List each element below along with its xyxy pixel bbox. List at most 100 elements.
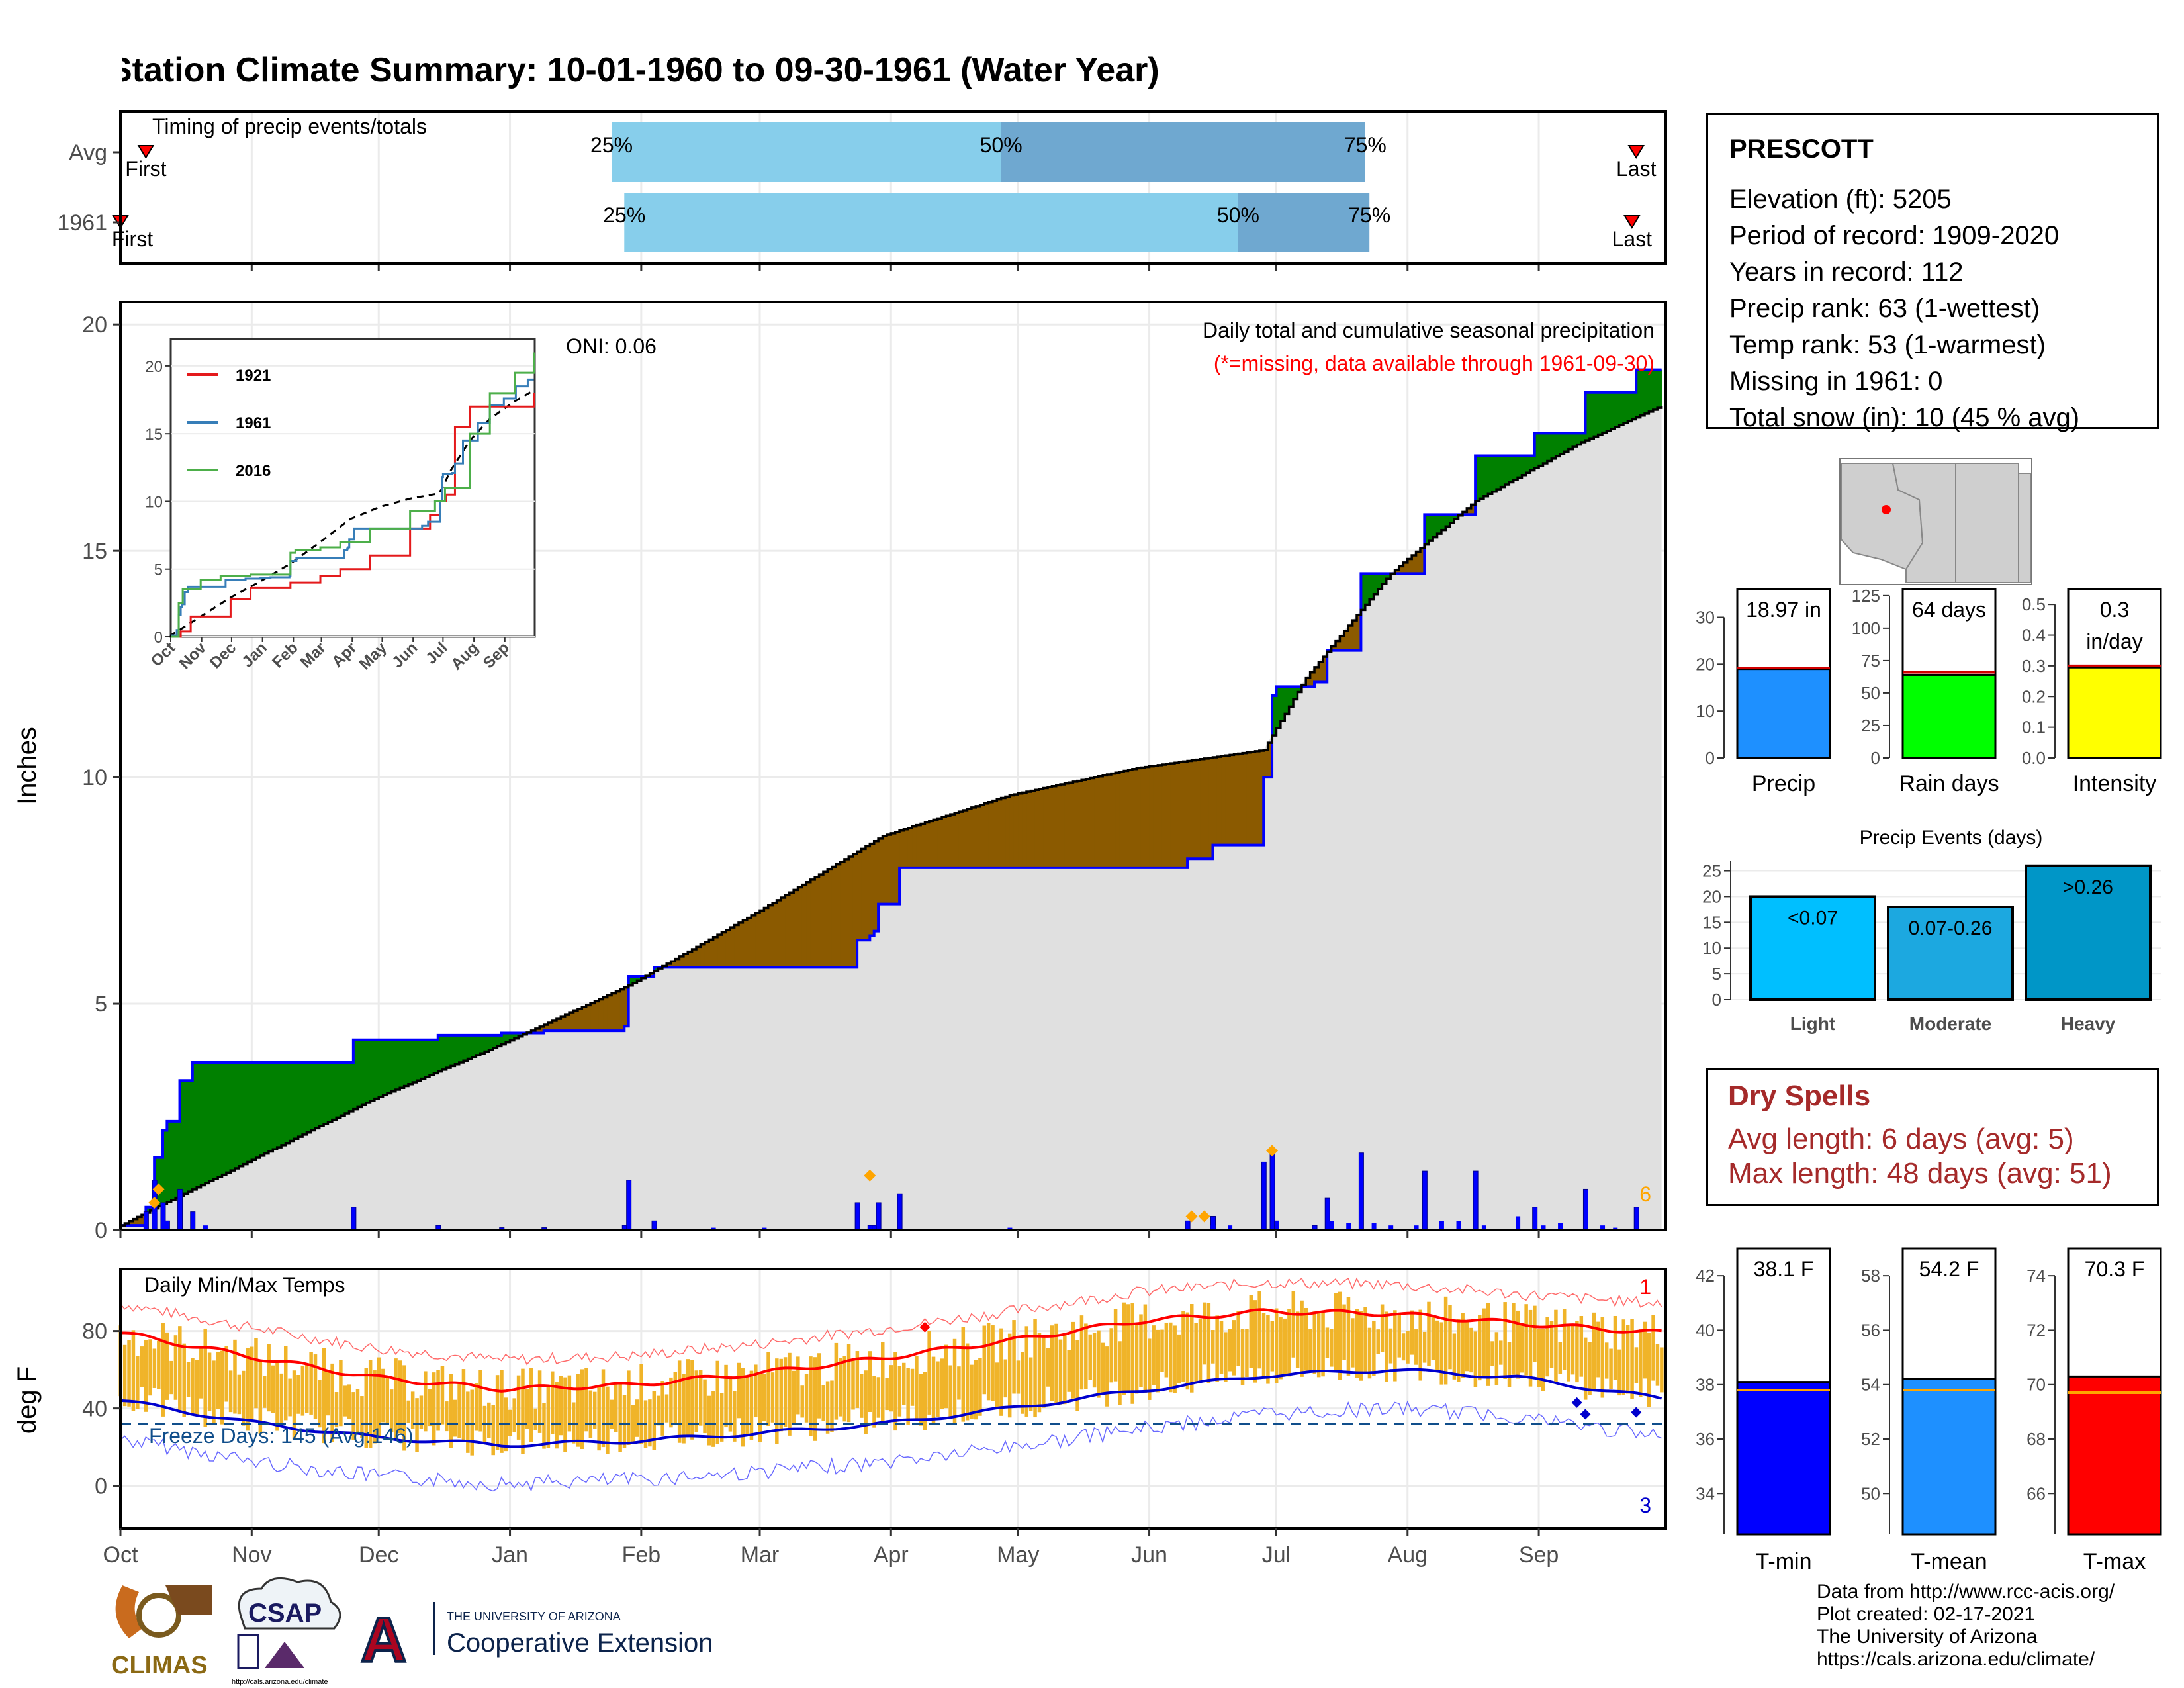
daily-temp-bar <box>288 1378 292 1417</box>
daily-temp-bar <box>1249 1295 1253 1368</box>
daily-temp-bar <box>1185 1312 1190 1390</box>
daily-temp-bar <box>559 1376 563 1436</box>
daily-temp-bar <box>944 1344 948 1409</box>
below-normal-fill <box>861 849 866 941</box>
below-normal-fill <box>925 822 930 868</box>
daily-precip-bar <box>1456 1221 1461 1230</box>
daily-temp-bar <box>263 1376 267 1408</box>
station-precip-rank: Precip rank: 63 (1-wettest) <box>1729 294 2040 323</box>
daily-temp-bar <box>161 1323 165 1417</box>
below-normal-fill <box>1398 566 1404 574</box>
daily-temp-bar <box>1113 1309 1118 1382</box>
dry-spells-max: Max length: 48 days (avg: 51) <box>1728 1157 2112 1190</box>
daily-temp-bar <box>749 1370 754 1440</box>
daily-temp-bar <box>521 1368 525 1454</box>
events-tick-label: 25 <box>1702 861 1721 881</box>
daily-temp-bar <box>1639 1329 1643 1397</box>
summary-bar-tick-label: 38 <box>1696 1375 1715 1395</box>
summary-bar-tick-label: 0.0 <box>2022 748 2046 768</box>
daily-temp-bar <box>537 1370 542 1433</box>
daily-temp-bar <box>1088 1334 1092 1380</box>
above-normal-fill <box>167 1121 172 1203</box>
first-label: First <box>112 227 153 251</box>
above-normal-fill <box>209 1062 214 1182</box>
daily-temp-bar <box>1291 1291 1296 1358</box>
above-normal-fill <box>1602 392 1608 433</box>
daily-temp-bar <box>834 1342 839 1420</box>
above-normal-fill <box>1589 392 1594 439</box>
daily-temp-bar <box>339 1360 343 1427</box>
daily-temp-bar <box>970 1364 974 1419</box>
daily-temp-bar <box>542 1403 546 1449</box>
daily-temp-bar <box>309 1352 313 1415</box>
daily-precip-bar <box>651 1220 657 1231</box>
daily-temp-bar <box>1021 1352 1024 1414</box>
daily-temp-bar <box>576 1374 580 1447</box>
precip-ylabel: Inches <box>13 727 42 805</box>
month-label: Feb <box>622 1542 661 1568</box>
record-precip-marker <box>152 1183 165 1196</box>
last-marker <box>1627 145 1645 159</box>
summary-bar-tick-label: 56 <box>1861 1320 1880 1340</box>
summary-bar-tick-label: 68 <box>2026 1429 2046 1449</box>
summary-bar-value-label: 70.3 F <box>2085 1257 2145 1281</box>
daily-temp-bar <box>893 1352 897 1431</box>
daily-temp-bar <box>733 1391 737 1442</box>
below-normal-fill <box>603 997 608 1031</box>
daily-temp-bar <box>275 1362 279 1431</box>
above-normal-fill <box>374 1039 379 1099</box>
above-normal-fill <box>455 1035 460 1064</box>
inset-ytick-label: 5 <box>154 561 163 579</box>
daily-temp-bar <box>122 1344 127 1407</box>
summary-bar-value <box>2067 666 2162 759</box>
above-normal-fill <box>213 1062 218 1179</box>
above-normal-fill <box>1560 433 1565 454</box>
below-normal-fill <box>730 927 735 968</box>
above-normal-fill <box>289 1062 295 1141</box>
above-normal-fill <box>404 1039 409 1086</box>
daily-precip-bar <box>1346 1223 1351 1230</box>
inset-ytick-label: 0 <box>154 629 163 647</box>
daily-temp-bar <box>957 1366 961 1400</box>
above-normal-fill <box>416 1039 422 1081</box>
events-category-label: Heavy <box>2061 1013 2116 1034</box>
above-normal-fill <box>506 1033 511 1043</box>
daily-temp-bar <box>1148 1338 1152 1400</box>
below-normal-fill <box>819 874 824 968</box>
daily-temp-bar <box>1520 1323 1524 1373</box>
temp-frame <box>119 1268 1667 1530</box>
summary-bar-tick-label: 0 <box>1871 748 1880 768</box>
daily-temp-bar <box>304 1363 309 1413</box>
daily-temp-bar <box>1651 1315 1655 1381</box>
below-normal-fill <box>1166 764 1171 868</box>
above-normal-fill <box>459 1035 464 1062</box>
below-normal-fill <box>1306 677 1311 687</box>
below-normal-fill <box>789 892 794 968</box>
daily-temp-bar <box>1079 1315 1084 1390</box>
above-normal-fill <box>1449 514 1455 523</box>
below-normal-fill <box>1208 757 1214 859</box>
daily-temp-bar <box>804 1374 809 1423</box>
below-normal-fill <box>1352 620 1357 651</box>
below-normal-fill <box>1238 753 1243 845</box>
above-normal-fill <box>264 1062 269 1154</box>
below-normal-fill <box>1103 775 1108 868</box>
above-normal-fill <box>192 1062 197 1190</box>
above-normal-fill <box>1568 433 1573 449</box>
daily-temp-bar <box>432 1372 436 1446</box>
below-normal-fill <box>840 861 845 968</box>
daily-temp-bar <box>610 1399 614 1429</box>
above-normal-fill <box>277 1062 282 1148</box>
daily-temp-bar <box>1570 1325 1575 1375</box>
above-normal-fill <box>247 1062 252 1162</box>
record-precip-marker <box>1266 1145 1279 1157</box>
month-label: Jun <box>1131 1542 1167 1568</box>
daily-temp-bar <box>157 1340 161 1389</box>
daily-temp-bar <box>728 1376 733 1432</box>
above-normal-fill <box>357 1039 363 1107</box>
above-normal-fill <box>239 1062 244 1166</box>
above-normal-fill <box>1428 514 1433 541</box>
daily-temp-bar <box>622 1395 627 1448</box>
summary-bar-tick-label: 34 <box>1696 1483 1715 1503</box>
daily-temp-bar <box>1338 1291 1342 1380</box>
